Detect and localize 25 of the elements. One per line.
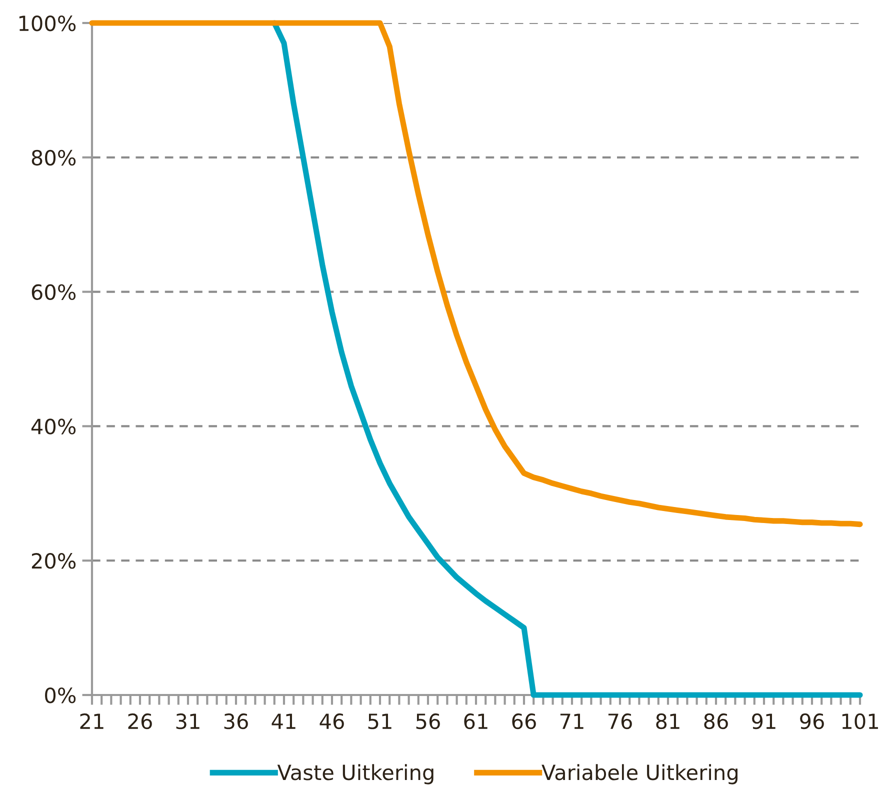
- x-tick-label: 71: [560, 714, 584, 729]
- y-tick-label: 80%: [32, 150, 76, 166]
- x-tick-label: 41: [272, 714, 296, 729]
- x-tick-label: 86: [704, 713, 728, 730]
- y-tick-label: 0%: [45, 687, 76, 704]
- y-tick-label: 40%: [31, 418, 76, 434]
- x-tick-label: 91: [752, 713, 776, 730]
- x-tick-label: 61: [464, 713, 488, 730]
- legend-label: Vaste Uitkering: [277, 764, 434, 784]
- x-tick-label: 46: [320, 713, 344, 730]
- y-tick-label: 20%: [32, 553, 76, 569]
- legend-label: Variabele Uitkering: [542, 764, 738, 784]
- y-tick-label: 60%: [32, 284, 76, 300]
- y-tick-label: 100%: [19, 15, 76, 32]
- x-tick-label: 101: [842, 713, 878, 730]
- x-tick-label: 56: [416, 713, 440, 730]
- x-tick-label: 81: [656, 713, 680, 730]
- x-tick-label: 66: [512, 713, 536, 730]
- x-tick-label: 51: [368, 714, 392, 730]
- x-tick-label: 36: [224, 713, 248, 730]
- x-tick-label: 96: [800, 713, 824, 730]
- x-tick-label: 76: [608, 713, 632, 730]
- x-tick-label: 26: [128, 713, 152, 730]
- x-tick-label: 31: [176, 713, 200, 730]
- x-tick-label: 21: [80, 713, 104, 729]
